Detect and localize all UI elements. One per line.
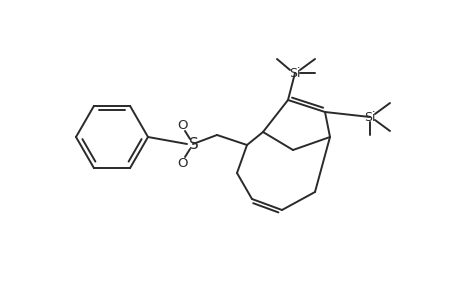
Text: Si: Si	[289, 67, 300, 80]
Text: S: S	[189, 136, 198, 152]
Text: Si: Si	[364, 110, 375, 124]
Text: O: O	[177, 118, 188, 131]
Text: O: O	[177, 157, 188, 169]
